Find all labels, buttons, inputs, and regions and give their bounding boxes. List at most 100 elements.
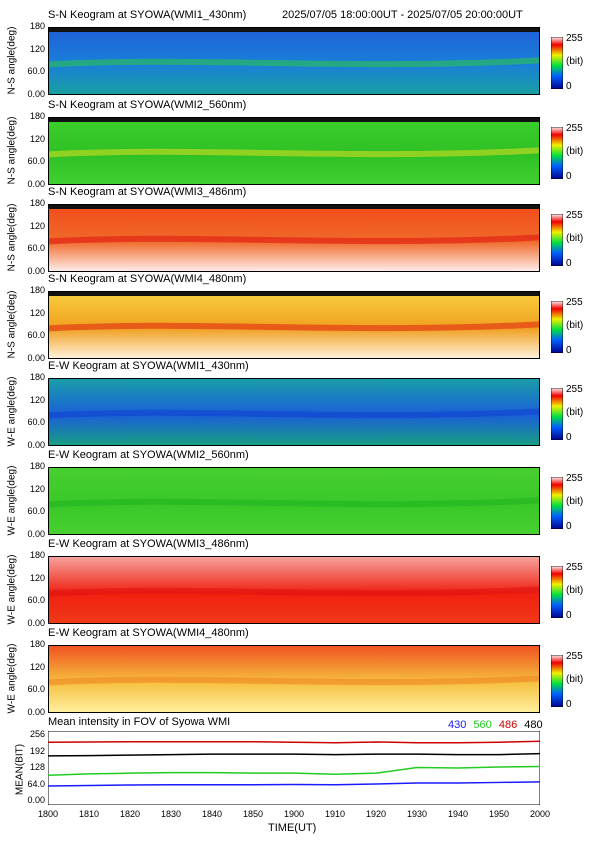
keogram-ytick: 180	[29, 639, 45, 649]
mean-ytick: 128	[29, 762, 45, 772]
colorbar-max-label: 255	[566, 651, 583, 662]
keogram-ytick: 60.0	[27, 330, 45, 341]
keogram-ytick: 180	[29, 372, 45, 382]
keogram-title-2: S-N Keogram at SYOWA(WMI2_560nm)	[48, 99, 247, 111]
mean-legend: 430 560 486 480	[448, 719, 543, 731]
keogram-ytick: 120	[29, 220, 45, 231]
colorbar-min-label: 0	[566, 258, 572, 269]
keogram-image-3	[48, 204, 540, 272]
colorbar-4	[551, 301, 563, 353]
keogram-ytick: 0.00	[27, 440, 45, 450]
colorbar-unit-label: (bit)	[566, 233, 584, 244]
colorbar-8	[551, 655, 563, 707]
keogram-title-4: S-N Keogram at SYOWA(WMI4_480nm)	[48, 273, 247, 285]
colorbar-max-label: 255	[566, 297, 583, 308]
keogram-image-4	[48, 291, 540, 359]
colorbar-2	[551, 127, 563, 179]
keogram-ytick: 0.00	[27, 353, 45, 363]
colorbar-max-label: 255	[566, 210, 583, 221]
keogram-ytick: 120	[29, 43, 45, 54]
keogram-title-7: E-W Keogram at SYOWA(WMI3_486nm)	[48, 538, 249, 550]
keogram-ytick: 0.00	[27, 266, 45, 276]
mean-ytick: 192	[29, 745, 45, 756]
keogram-ytick: 60.0	[27, 684, 45, 695]
keogram-ytick: 60.0	[27, 595, 45, 606]
keogram-ytick: 180	[29, 550, 45, 560]
colorbar-unit-label: (bit)	[566, 146, 584, 157]
x-tick-label: 1950	[488, 809, 510, 819]
x-tick-label: 1940	[447, 809, 469, 819]
colorbar-min-label: 0	[566, 699, 572, 710]
keogram-image-6	[48, 467, 540, 535]
keogram-ytick: 180	[29, 21, 45, 31]
colorbar-unit-label: (bit)	[566, 674, 584, 685]
keogram-image-2	[48, 117, 540, 185]
keogram-title-6: E-W Keogram at SYOWA(WMI2_560nm)	[48, 449, 249, 461]
colorbar-1	[551, 37, 563, 89]
series-line-480	[48, 752, 540, 757]
keogram-ytick: 120	[29, 307, 45, 318]
colorbar-max-label: 255	[566, 384, 583, 395]
legend-430: 430	[448, 719, 467, 731]
x-tick-label: 1930	[406, 809, 428, 819]
keogram-ytick: 120	[29, 133, 45, 144]
keogram-ytick: 180	[29, 111, 45, 121]
keogram-ytick: 0.00	[27, 529, 45, 539]
keogram-title-1: S-N Keogram at SYOWA(WMI1_430nm)	[48, 9, 247, 21]
series-line-486	[48, 740, 540, 744]
keogram-ytick: 120	[29, 572, 45, 583]
colorbar-6	[551, 477, 563, 529]
keogram-image-8	[48, 645, 540, 713]
colorbar-7	[551, 566, 563, 618]
mean-ytick: 0.00	[27, 795, 45, 805]
keogram-ytick: 60.0	[27, 506, 45, 517]
colorbar-3	[551, 214, 563, 266]
colorbar-unit-label: (bit)	[566, 56, 584, 67]
series-line-560	[48, 765, 540, 776]
colorbar-unit-label: (bit)	[566, 496, 584, 507]
x-tick-label: 2000	[529, 809, 551, 819]
x-tick-label: 1920	[365, 809, 387, 819]
colorbar-min-label: 0	[566, 345, 572, 356]
colorbar-unit-label: (bit)	[566, 320, 584, 331]
mean-ytick: 64.0	[27, 778, 45, 789]
colorbar-max-label: 255	[566, 473, 583, 484]
x-axis-label: TIME(UT)	[268, 822, 317, 834]
keogram-title-5: E-W Keogram at SYOWA(WMI1_430nm)	[48, 360, 249, 372]
keogram-ytick: 0.00	[27, 707, 45, 717]
x-tick-label: 1820	[119, 809, 141, 819]
colorbar-5	[551, 388, 563, 440]
x-tick-label: 1810	[78, 809, 100, 819]
keogram-image-7	[48, 556, 540, 624]
colorbar-min-label: 0	[566, 432, 572, 443]
keogram-ytick: 60.0	[27, 417, 45, 428]
x-tick-label: 1850	[242, 809, 264, 819]
x-tick-label: 1900	[283, 809, 305, 819]
mean-ytick: 256	[29, 729, 45, 739]
colorbar-min-label: 0	[566, 81, 572, 92]
x-tick-label: 1910	[324, 809, 346, 819]
keogram-ytick: 60.0	[27, 156, 45, 167]
keogram-image-5	[48, 378, 540, 446]
legend-480: 480	[524, 719, 543, 731]
keogram-ytick: 0.00	[27, 179, 45, 189]
colorbar-min-label: 0	[566, 521, 572, 532]
keogram-ytick: 180	[29, 285, 45, 295]
keogram-ytick: 120	[29, 661, 45, 672]
colorbar-max-label: 255	[566, 33, 583, 44]
mean-intensity-plot	[48, 731, 540, 805]
keogram-ytick: 180	[29, 461, 45, 471]
colorbar-max-label: 255	[566, 562, 583, 573]
mean-panel-title: Mean intensity in FOV of Syowa WMI	[48, 716, 231, 728]
colorbar-unit-label: (bit)	[566, 407, 584, 418]
series-line-430	[48, 781, 540, 787]
keogram-ytick: 120	[29, 483, 45, 494]
header-time-range: 2025/07/05 18:00:00UT - 2025/07/05 20:00…	[282, 9, 523, 21]
colorbar-max-label: 255	[566, 123, 583, 134]
colorbar-min-label: 0	[566, 171, 572, 182]
x-tick-label: 1840	[201, 809, 223, 819]
keogram-title-8: E-W Keogram at SYOWA(WMI4_480nm)	[48, 627, 249, 639]
keogram-ytick: 0.00	[27, 89, 45, 99]
colorbar-min-label: 0	[566, 610, 572, 621]
keogram-ytick: 60.0	[27, 243, 45, 254]
